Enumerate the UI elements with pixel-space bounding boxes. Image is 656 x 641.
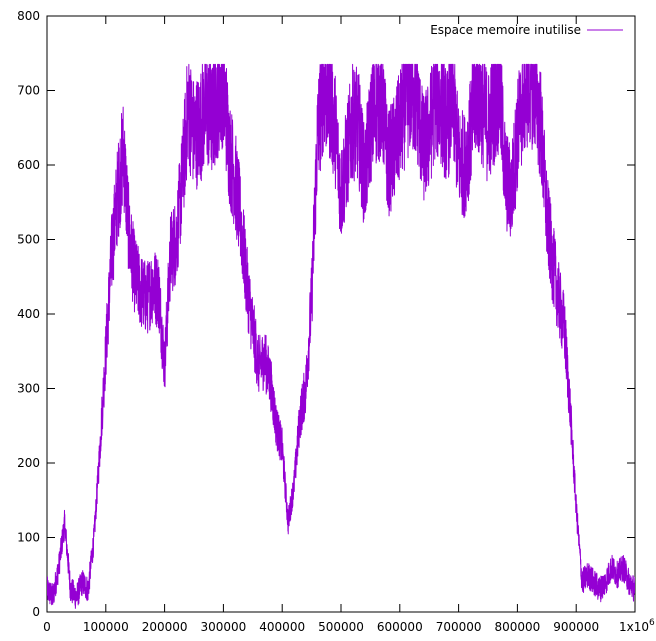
x-tick-label: 0 (43, 620, 51, 634)
y-tick-label: 500 (17, 233, 40, 247)
x-tick-label: 200000 (142, 620, 188, 634)
y-tick-label: 700 (17, 84, 40, 98)
y-tick-label: 400 (17, 307, 40, 321)
y-tick-label: 200 (17, 456, 40, 470)
y-tick-label: 100 (17, 531, 40, 545)
legend-label: Espace memoire inutilise (430, 23, 581, 37)
x-tick-label: 500000 (318, 620, 364, 634)
x-tick-label: 100000 (83, 620, 129, 634)
y-tick-labels: 0 100 200 300 400 500 600 700 800 (17, 9, 40, 619)
x-tick-label: 600000 (377, 620, 423, 634)
x-tick-labels: 0 100000 200000 300000 400000 500000 600000 700… (43, 618, 655, 634)
y-tick-label: 800 (17, 9, 40, 23)
series-layer (47, 63, 635, 609)
x-tick-label: 900000 (553, 620, 599, 634)
y-tick-label: 0 (32, 605, 40, 619)
plot-border (46, 15, 636, 613)
x-tick-label: 700000 (436, 620, 482, 634)
plot-frame (46, 15, 636, 613)
x-tick-label: 300000 (200, 620, 246, 634)
y-tick-label: 300 (17, 382, 40, 396)
y-tick-label: 600 (17, 158, 40, 172)
axis-ticks (46, 15, 636, 613)
x-tick-label: 800000 (494, 620, 540, 634)
x-tick-label: 400000 (259, 620, 305, 634)
legend: Espace memoire inutilise (430, 23, 623, 37)
series-line (47, 63, 635, 609)
x-tick-label-last: 1x106 (619, 618, 655, 634)
